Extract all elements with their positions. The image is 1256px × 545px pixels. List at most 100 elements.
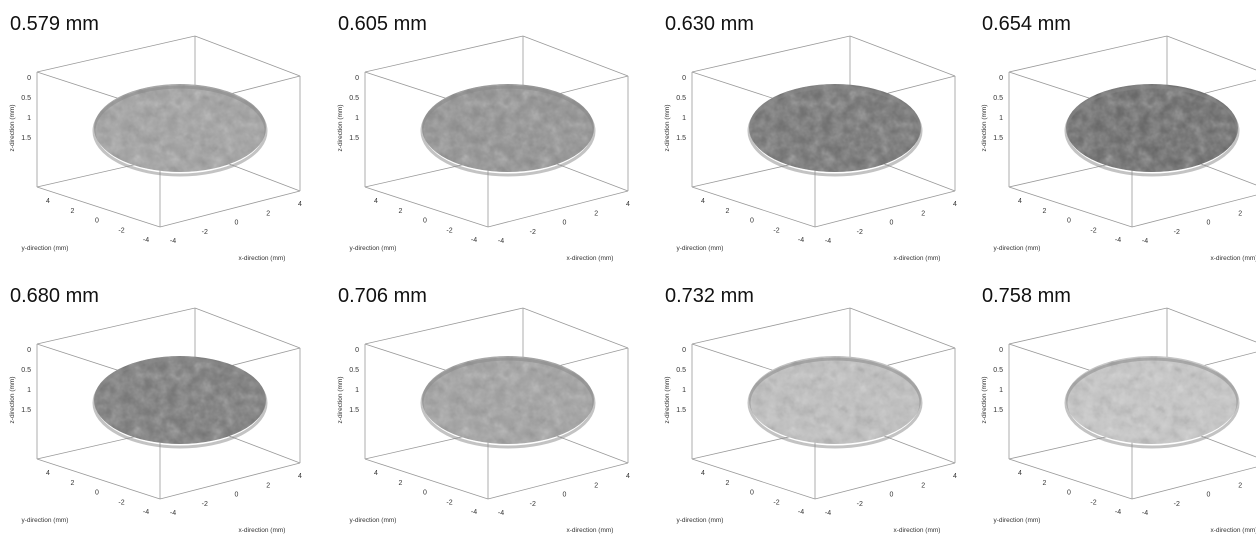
y-tick-label: 4 [374, 470, 378, 477]
x-tick-label: 2 [594, 482, 598, 489]
y-tick-label: 0 [750, 218, 754, 225]
z-axis-label: z-direction (mm) [337, 105, 344, 152]
y-tick-label: -4 [798, 237, 804, 244]
x-tick-label: 2 [921, 482, 925, 489]
z-axis-label: z-direction (mm) [9, 105, 16, 152]
slice-texture [749, 356, 921, 444]
z-tick-label: 1.5 [993, 135, 1003, 142]
z-tick-label: 0.5 [21, 367, 31, 374]
box-edge [36, 458, 161, 500]
x-tick-label: 4 [298, 201, 302, 208]
z-tick-label: 1.5 [349, 407, 359, 414]
box-edge [849, 307, 956, 349]
slice-texture [94, 84, 266, 172]
x-tick-label: -2 [202, 501, 208, 508]
box-edge [849, 35, 956, 77]
x-tick-label: 0 [1207, 220, 1211, 227]
panel-title: 0.680 mm [10, 285, 99, 307]
z-tick-label: 1.5 [349, 135, 359, 142]
box-edge [159, 462, 301, 500]
panel: 0.732 mm 0 0.5 1 1.5 z-direction (mm) 4 2 0 -2 -4 y… [664, 285, 957, 534]
y-tick-label: 4 [374, 198, 378, 205]
slice-rim [420, 85, 596, 177]
panel-title: 0.630 mm [665, 13, 754, 35]
x-axis-label: x-direction (mm) [894, 255, 941, 262]
box-edge [691, 35, 851, 73]
box-edge [1008, 35, 1168, 73]
z-axis-label: z-direction (mm) [664, 105, 671, 152]
box-edge [814, 190, 956, 228]
x-tick-label: -4 [170, 510, 176, 517]
box-edge [1008, 458, 1133, 500]
x-tick-label: -2 [1174, 501, 1180, 508]
z-axis-label: z-direction (mm) [664, 377, 671, 424]
z-tick-label: 1 [355, 387, 359, 394]
box-edge [364, 458, 489, 500]
panel: 0.605 mm 0 0.5 1 1.5 z-direction (mm) 4 2 0 -2 -4 y… [337, 13, 630, 262]
panel: 0.680 mm 0 0.5 1 1.5 z-direction (mm) 4 2 0 -2 -4 y… [9, 285, 302, 534]
x-tick-label: 2 [266, 210, 270, 217]
box-edge [691, 186, 816, 228]
x-tick-label: 0 [235, 220, 239, 227]
panel: 0.630 mm 0 0.5 1 1.5 z-direction (mm) 4 2 0 -2 -4 y… [664, 13, 957, 262]
box-edge [691, 458, 816, 500]
z-tick-label: 0.5 [676, 367, 686, 374]
z-tick-label: 1 [999, 387, 1003, 394]
z-tick-label: 0 [27, 75, 31, 82]
box-edge [364, 35, 524, 73]
y-tick-label: -2 [118, 227, 124, 234]
z-axis-label: z-direction (mm) [9, 377, 16, 424]
z-tick-label: 0.5 [349, 367, 359, 374]
panel-title: 0.605 mm [338, 13, 427, 35]
z-tick-label: 0 [999, 347, 1003, 354]
box-edge [159, 190, 301, 228]
z-tick-label: 1 [27, 387, 31, 394]
slice-rim [1064, 357, 1240, 449]
panel-title: 0.706 mm [338, 285, 427, 307]
slice-rim [1064, 85, 1240, 177]
y-tick-label: 0 [423, 218, 427, 225]
y-tick-label: 4 [701, 470, 705, 477]
z-axis-label: z-direction (mm) [337, 377, 344, 424]
slice-texture [422, 84, 594, 172]
box-edge [36, 35, 196, 73]
y-tick-label: 2 [1043, 208, 1047, 215]
y-tick-label: -4 [143, 237, 149, 244]
x-tick-label: 2 [1238, 210, 1242, 217]
y-tick-label: 2 [399, 208, 403, 215]
x-tick-label: -2 [202, 229, 208, 236]
box-edge [364, 307, 524, 345]
y-tick-label: 4 [1018, 470, 1022, 477]
box-edge [1008, 186, 1133, 228]
x-tick-label: 4 [953, 201, 957, 208]
y-tick-label: 0 [1067, 490, 1071, 497]
z-tick-label: 1.5 [676, 135, 686, 142]
x-axis-label: x-direction (mm) [567, 527, 614, 534]
z-tick-label: 0.5 [993, 367, 1003, 374]
y-tick-label: -2 [446, 227, 452, 234]
panel-title: 0.579 mm [10, 13, 99, 35]
box-edge [522, 307, 629, 349]
z-tick-label: 1.5 [21, 135, 31, 142]
y-tick-label: -2 [773, 227, 779, 234]
box-edge [364, 186, 489, 228]
panel-title: 0.732 mm [665, 285, 754, 307]
z-tick-label: 1 [355, 115, 359, 122]
panel: 0.654 mm 0 0.5 1 1.5 z-direction (mm) 4 2 0 -2 -4 y… [981, 13, 1256, 262]
x-tick-label: -4 [170, 238, 176, 245]
slice-rim [747, 85, 923, 177]
x-tick-label: -4 [825, 238, 831, 245]
x-axis-label: x-direction (mm) [894, 527, 941, 534]
slice-texture [94, 356, 266, 444]
y-tick-label: 2 [71, 208, 75, 215]
x-tick-label: 2 [594, 210, 598, 217]
x-tick-label: -4 [498, 238, 504, 245]
box-edge [522, 35, 629, 77]
z-axis-label: z-direction (mm) [981, 377, 988, 424]
z-tick-label: 1.5 [676, 407, 686, 414]
box-edge [1008, 307, 1168, 345]
y-axis-label: y-direction (mm) [677, 517, 724, 524]
y-tick-label: -4 [1115, 237, 1121, 244]
x-tick-label: 0 [890, 220, 894, 227]
